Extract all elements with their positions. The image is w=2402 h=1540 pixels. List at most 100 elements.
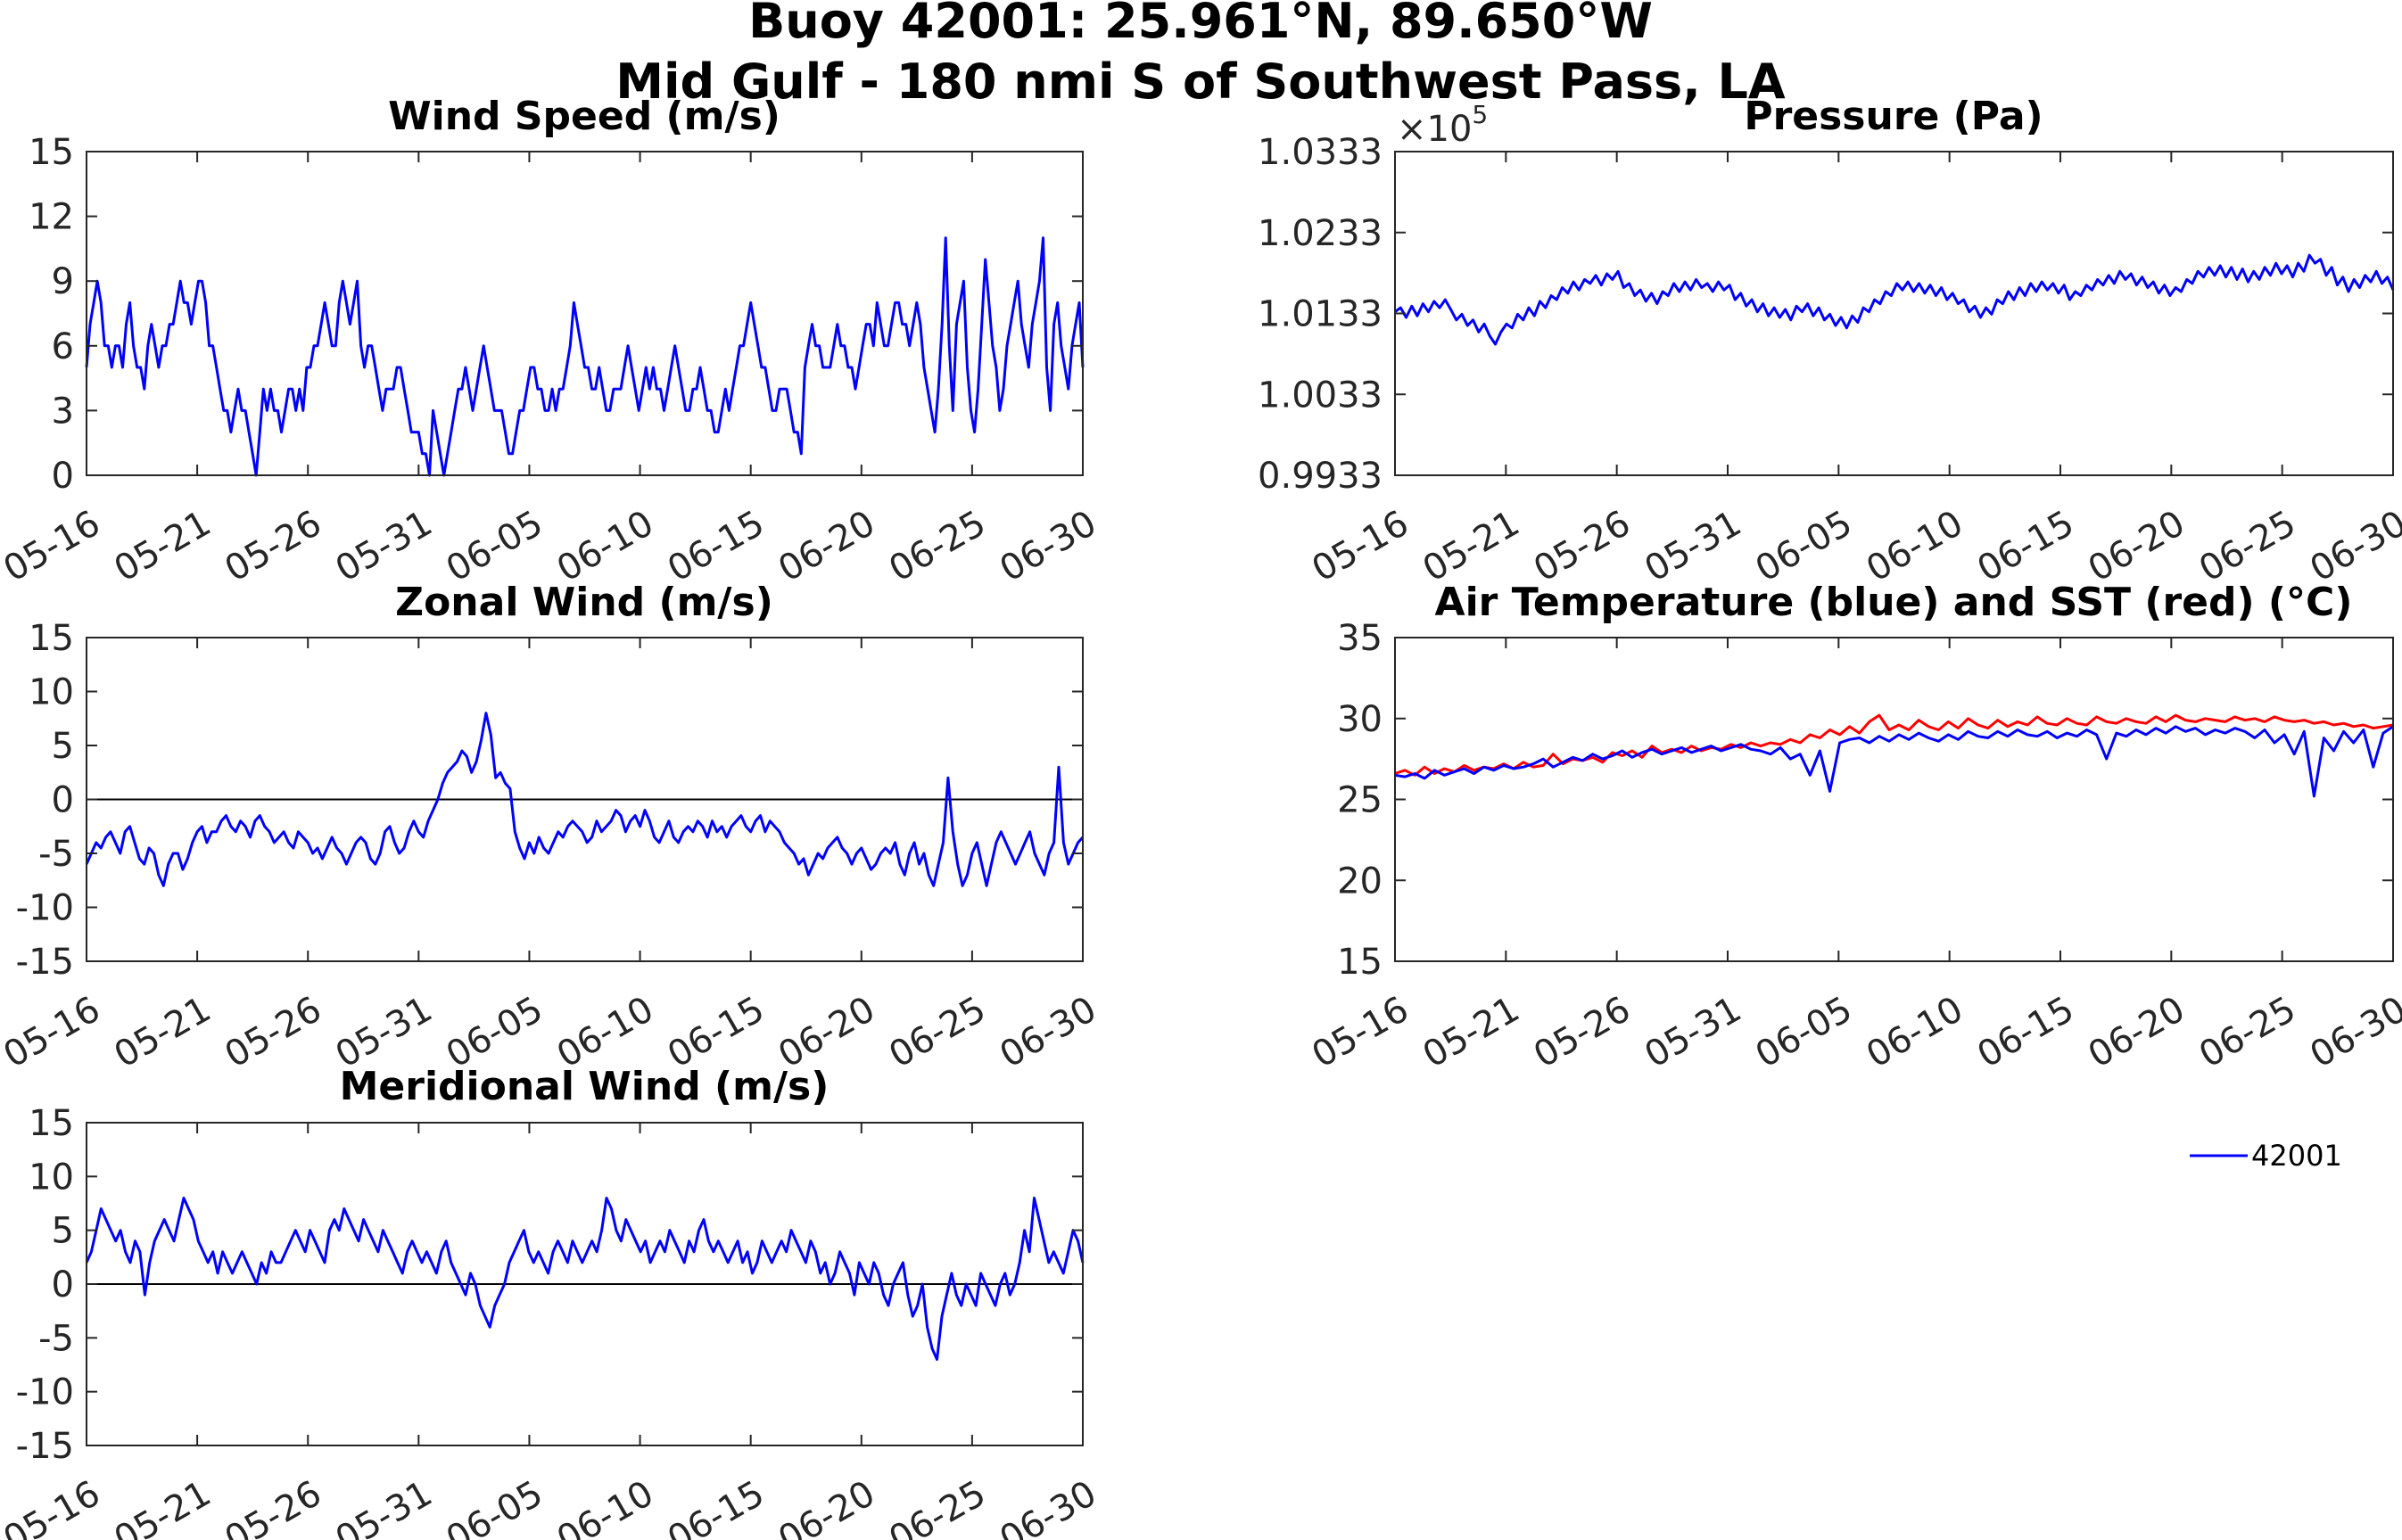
- figure-title-line1: Buoy 42001: 25.961°N, 89.650°W: [748, 0, 1653, 49]
- y-tick-label: -10: [16, 888, 74, 929]
- air-sst-title: Air Temperature (blue) and SST (red) (°C…: [1435, 580, 2353, 625]
- y-tick-label: 5: [52, 1211, 74, 1252]
- x-tick-label: 05-16: [0, 989, 107, 1076]
- air-sst-series-red: [1394, 713, 2394, 777]
- meridional-wind-panel: Meridional Wind (m/s) -15 -10 -5 0 5 10 15 05-1…: [0, 1064, 1103, 1540]
- x-tick-label: 06-25: [882, 503, 993, 590]
- y-tick-label: -15: [16, 942, 74, 983]
- meridional-wind-title: Meridional Wind (m/s): [340, 1064, 830, 1109]
- x-tick-label: 06-25: [2192, 989, 2303, 1076]
- pressure-panel: Pressure (Pa) ×105 0.9933 1.0033 1.0133 1.0…: [1258, 94, 2402, 590]
- x-tick-label: 05-21: [107, 989, 218, 1076]
- y-tick-label: 25: [1337, 780, 1383, 821]
- y-tick-label: 30: [1337, 699, 1383, 740]
- x-tick-label: 06-10: [1860, 503, 1970, 590]
- x-tick-label: 06-05: [1749, 503, 1860, 590]
- x-tick-label: 05-31: [1638, 989, 1748, 1076]
- y-tick-label: 3: [52, 391, 74, 432]
- y-tick-label: 12: [29, 197, 74, 238]
- x-tick-label: 05-31: [329, 503, 440, 590]
- pressure-exponent-label: ×105: [1397, 100, 1488, 150]
- y-tick-label: 1.0333: [1258, 132, 1383, 173]
- y-tick-label: 0: [52, 780, 74, 821]
- x-tick-label: 06-30: [993, 1473, 1103, 1540]
- axes-frame: [1394, 637, 2394, 962]
- x-tick-label: 05-26: [1527, 989, 1638, 1076]
- x-tick-label: 06-20: [2082, 989, 2192, 1076]
- x-tick-label: 05-26: [219, 1473, 329, 1540]
- y-tick-label: 15: [29, 132, 74, 173]
- zonal-wind-series-blue: [85, 712, 1085, 887]
- x-tick-label: 06-10: [550, 1473, 661, 1540]
- y-tick-label: 10: [29, 672, 74, 713]
- x-tick-label: 05-21: [1416, 503, 1527, 590]
- air-sst-series-blue: [1394, 725, 2394, 798]
- y-tick-label: 15: [1337, 942, 1383, 983]
- y-tick-label: 35: [1337, 618, 1383, 659]
- legend: 42001: [2190, 1139, 2342, 1173]
- x-tick-label: 06-10: [550, 503, 661, 590]
- zonal-wind-title: Zonal Wind (m/s): [395, 580, 773, 625]
- x-tick-label: 05-31: [1638, 503, 1748, 590]
- x-tick-label: 06-05: [440, 503, 550, 590]
- x-tick-label: 05-26: [219, 503, 329, 590]
- y-tick-label: 5: [52, 726, 74, 767]
- x-tick-label: 06-30: [993, 503, 1103, 590]
- y-tick-label: 0: [52, 456, 74, 497]
- legend-label: 42001: [2251, 1139, 2342, 1173]
- y-tick-label: -5: [38, 834, 74, 875]
- x-tick-label: 06-25: [2192, 503, 2303, 590]
- x-tick-label: 05-26: [1527, 503, 1638, 590]
- y-tick-label: 15: [29, 1103, 74, 1144]
- y-tick-label: 0: [52, 1264, 74, 1305]
- air-sst-panel: Air Temperature (blue) and SST (red) (°C…: [1305, 580, 2402, 1076]
- pressure-series-blue: [1394, 253, 2395, 346]
- x-tick-label: 05-26: [219, 989, 329, 1076]
- x-tick-label: 05-21: [1416, 989, 1527, 1076]
- x-tick-label: 06-25: [882, 989, 993, 1076]
- x-tick-label: 05-16: [1305, 989, 1416, 1076]
- wind-speed-series-blue: [85, 236, 1085, 477]
- y-tick-label: 15: [29, 618, 74, 659]
- axes-frame: [86, 151, 1084, 476]
- wind-speed-panel: Wind Speed (m/s) 0 3 6 9 12 15 05-16 05-21 05-26…: [0, 94, 1103, 590]
- x-tick-label: 06-05: [440, 1473, 550, 1540]
- x-tick-label: 06-15: [661, 1473, 772, 1540]
- y-tick-label: 10: [29, 1157, 74, 1198]
- x-tick-label: 06-05: [1749, 989, 1860, 1076]
- x-tick-label: 06-15: [1970, 503, 2081, 590]
- figure-title-line2: Mid Gulf - 180 nmi S of Southwest Pass, …: [615, 54, 1786, 110]
- x-tick-label: 06-15: [661, 503, 772, 590]
- y-tick-label: -5: [38, 1318, 74, 1359]
- x-tick-label: 05-16: [1305, 503, 1416, 590]
- y-tick-label: 1.0133: [1258, 294, 1383, 335]
- y-tick-label: 6: [52, 326, 74, 367]
- x-tick-label: 06-10: [1860, 989, 1970, 1076]
- pressure-title: Pressure (Pa): [1744, 94, 2043, 139]
- x-tick-label: 06-15: [1970, 989, 2081, 1076]
- y-tick-label: 0.9933: [1258, 456, 1383, 497]
- y-tick-label: -15: [16, 1426, 74, 1467]
- y-tick-label: 9: [52, 261, 74, 302]
- x-tick-label: 06-20: [772, 503, 882, 590]
- meridional-wind-series-blue: [85, 1197, 1085, 1361]
- y-tick-label: 1.0233: [1258, 213, 1383, 254]
- x-tick-label: 05-31: [329, 1473, 440, 1540]
- y-tick-label: 20: [1337, 861, 1383, 902]
- x-tick-label: 06-20: [2082, 503, 2192, 590]
- axes-frame: [1394, 151, 2394, 476]
- x-tick-label: 06-25: [882, 1473, 993, 1540]
- x-tick-label: 06-30: [2303, 503, 2402, 590]
- y-tick-label: -10: [16, 1372, 74, 1413]
- x-tick-label: 06-30: [2303, 989, 2402, 1076]
- x-tick-label: 05-16: [0, 503, 107, 590]
- wind-speed-title: Wind Speed (m/s): [388, 94, 780, 139]
- x-tick-label: 05-16: [0, 1473, 107, 1540]
- y-tick-label: 1.0033: [1258, 375, 1383, 416]
- x-tick-label: 06-20: [772, 1473, 882, 1540]
- x-tick-label: 06-30: [993, 989, 1103, 1076]
- x-tick-label: 05-21: [107, 503, 218, 590]
- x-tick-label: 05-21: [107, 1473, 218, 1540]
